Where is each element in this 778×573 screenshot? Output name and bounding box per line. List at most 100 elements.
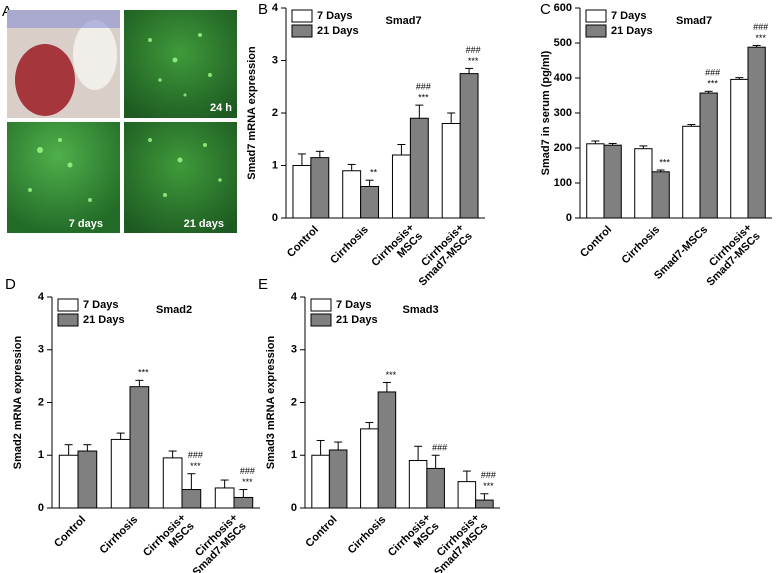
panel-letter: D xyxy=(5,276,16,293)
y-tick-label: 0 xyxy=(272,212,278,224)
image-caption: 24 h xyxy=(210,102,232,114)
x-tick-label: Cirrhosis+Smad7-MSCs xyxy=(182,512,249,573)
bar xyxy=(459,73,479,219)
significance-label: ### xyxy=(705,68,720,78)
legend-label: 7 Days xyxy=(317,10,352,22)
y-tick-label: 2 xyxy=(272,107,278,119)
bar xyxy=(129,386,150,509)
x-tick-label: Cirrhosis xyxy=(346,514,389,557)
bar xyxy=(77,450,98,509)
significance-label: *** xyxy=(468,56,479,66)
y-tick-label: 1 xyxy=(291,449,297,461)
y-tick-label: 0 xyxy=(291,502,297,514)
y-tick-label: 4 xyxy=(272,2,279,14)
bar xyxy=(603,144,622,219)
bar xyxy=(311,454,330,509)
significance-label: *** xyxy=(190,461,201,471)
fluorescence-image xyxy=(124,10,237,118)
significance-label: ### xyxy=(240,466,255,476)
image-caption: 7 days xyxy=(69,218,103,230)
photo-detail xyxy=(73,20,117,90)
y-tick-label: 3 xyxy=(272,54,278,66)
bar xyxy=(233,496,254,509)
significance-label: *** xyxy=(386,370,397,380)
legend-label: 7 Days xyxy=(611,10,646,22)
y-tick-label: 1 xyxy=(272,159,278,171)
bar xyxy=(634,148,653,219)
bar xyxy=(181,489,202,509)
fluorescence-spots xyxy=(28,33,222,202)
panel-letter: E xyxy=(258,276,268,293)
photo-detail xyxy=(7,10,120,28)
bar xyxy=(342,170,362,219)
bar xyxy=(730,78,749,219)
legend-swatch xyxy=(310,313,332,327)
bar xyxy=(58,454,79,509)
x-tick-label: Cirrhosis xyxy=(620,224,663,267)
x-tick-label: Cirrhosis xyxy=(328,224,371,267)
panel-letter: B xyxy=(258,1,268,18)
y-tick-label: 600 xyxy=(554,2,572,14)
y-tick-label: 0 xyxy=(38,502,44,514)
significance-label: *** xyxy=(755,33,766,43)
y-tick-label: 4 xyxy=(38,291,45,303)
y-tick-label: 200 xyxy=(554,142,572,154)
bar xyxy=(408,460,428,509)
bar xyxy=(310,157,330,219)
y-tick-label: 0 xyxy=(566,212,572,224)
x-tick-label: Cirrhosis+Smad7-MSCs xyxy=(408,222,475,289)
x-tick-label: Control xyxy=(285,224,321,260)
bar xyxy=(475,499,494,509)
x-tick-label: Control xyxy=(303,514,339,550)
bar xyxy=(409,117,429,219)
significance-label: *** xyxy=(418,93,429,103)
legend-swatch xyxy=(585,24,607,38)
chart-title: Smad2 xyxy=(156,304,192,316)
fluorescence-image xyxy=(7,122,120,233)
bar xyxy=(292,165,312,219)
bar xyxy=(162,457,183,509)
significance-label: *** xyxy=(483,481,494,491)
x-tick-label: Cirrhosis+MSCs xyxy=(141,512,197,568)
legend-label: 7 Days xyxy=(83,299,118,311)
panel-letter: C xyxy=(540,1,551,18)
y-tick-label: 500 xyxy=(554,37,572,49)
significance-label: ### xyxy=(188,450,203,460)
y-axis-label: Smad3 mRNA expression xyxy=(265,335,277,469)
significance-label: ### xyxy=(753,22,768,32)
significance-label: ### xyxy=(481,470,496,480)
bar xyxy=(360,428,379,509)
legend-swatch xyxy=(310,298,332,312)
x-tick-label: Control xyxy=(52,514,88,550)
bar xyxy=(747,46,766,219)
legend-swatch xyxy=(57,298,79,312)
bar xyxy=(651,171,670,219)
legend-label: 21 Days xyxy=(317,25,359,37)
y-tick-label: 2 xyxy=(38,396,44,408)
image-caption: 21 days xyxy=(184,218,224,230)
chart-title: Smad7 xyxy=(676,15,712,27)
bar xyxy=(360,186,380,219)
bar xyxy=(426,467,445,509)
significance-label: ### xyxy=(432,443,447,453)
legend-label: 21 Days xyxy=(611,25,653,37)
y-tick-label: 2 xyxy=(291,396,297,408)
significance-label: *** xyxy=(659,157,670,167)
bar xyxy=(110,438,131,509)
bar xyxy=(391,154,411,219)
y-tick-label: 300 xyxy=(554,107,572,119)
y-tick-label: 400 xyxy=(554,72,572,84)
bar xyxy=(699,92,718,219)
y-axis-label: Smad7 in serum (pg/ml) xyxy=(540,50,552,175)
significance-label: *** xyxy=(242,477,253,487)
image-grid xyxy=(7,10,237,233)
x-tick-label: Cirrhosis xyxy=(98,514,141,557)
bar xyxy=(682,125,701,219)
significance-label: *** xyxy=(138,368,149,378)
y-tick-label: 4 xyxy=(291,291,298,303)
chart-title: Smad7 xyxy=(386,15,422,27)
y-axis-label: Smad7 mRNA expression xyxy=(246,46,258,180)
bar xyxy=(441,123,461,219)
legend-swatch xyxy=(57,313,79,327)
